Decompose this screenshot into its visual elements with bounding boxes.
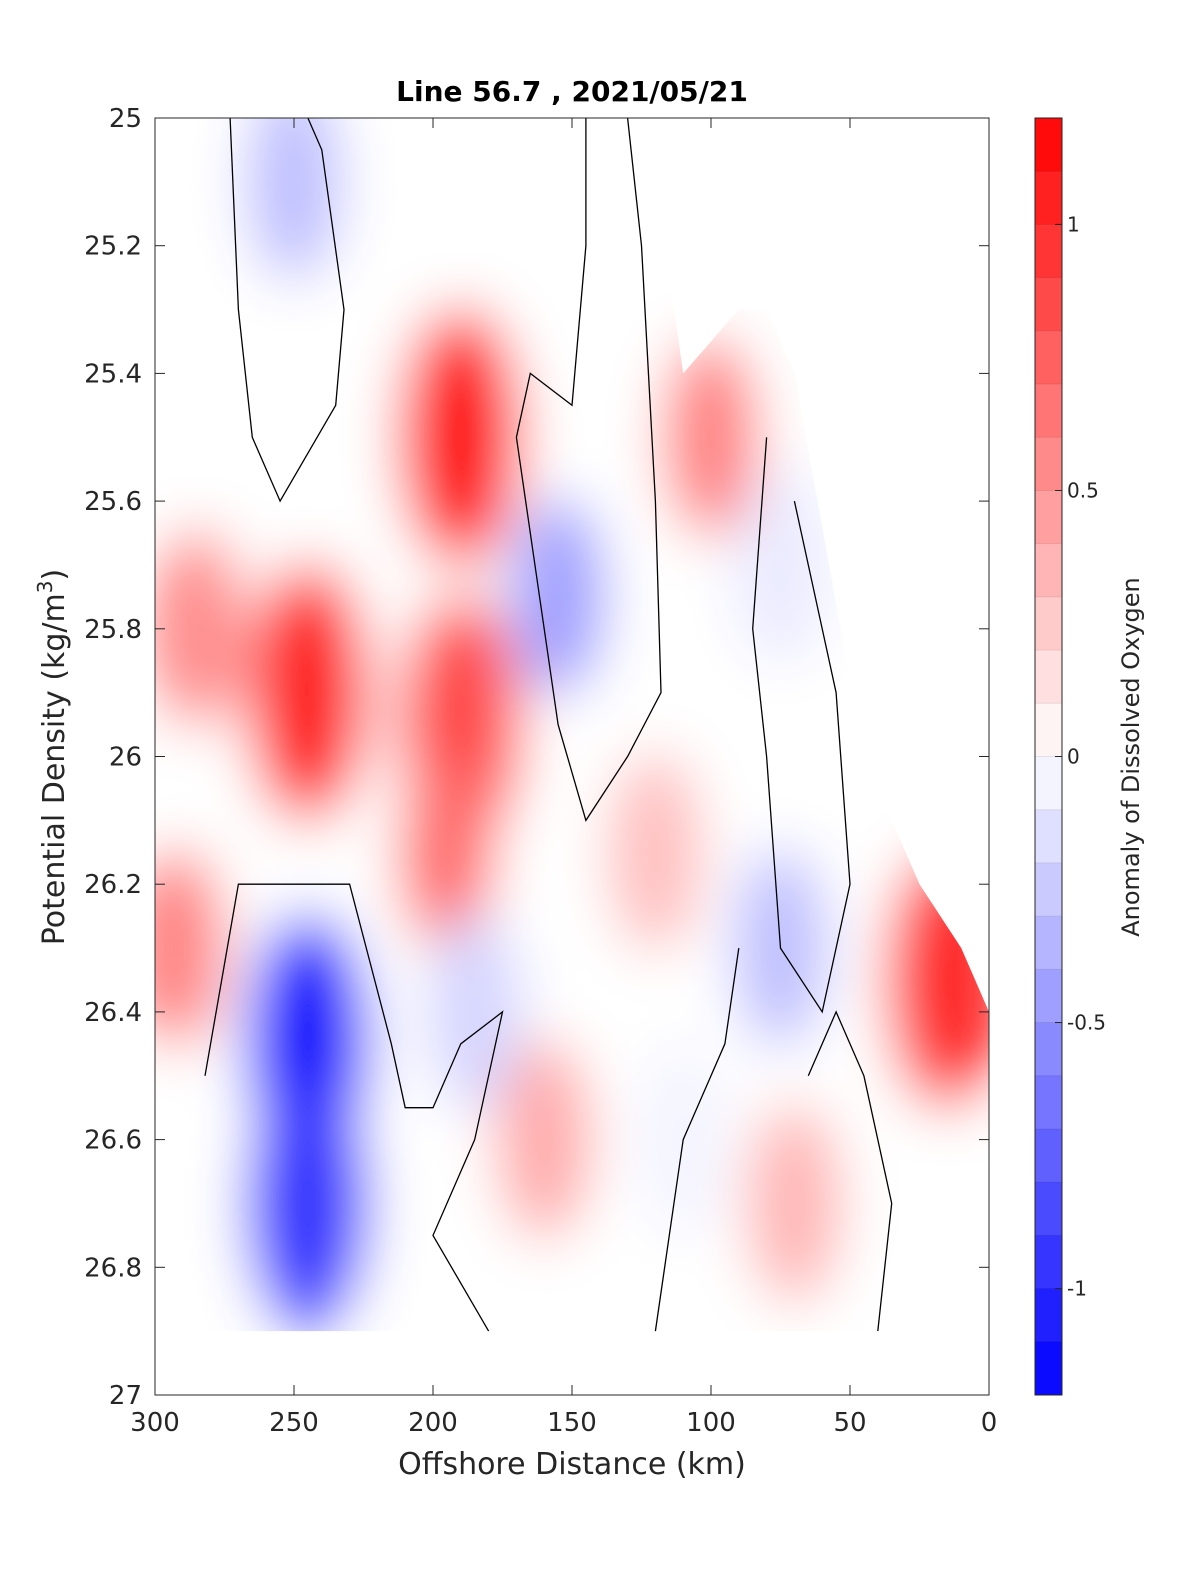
zero-contour-3 xyxy=(752,437,851,1014)
colorbar-level xyxy=(1035,1288,1062,1343)
colorbar-level xyxy=(1035,1022,1062,1077)
colorbar-level xyxy=(1035,118,1062,172)
colorbar: 1 0.5 0 -0.5 -1 xyxy=(1034,117,1106,1396)
x-tick-label: 0 xyxy=(981,1408,998,1438)
y-tick-label: 26.2 xyxy=(84,870,142,900)
y-tick-label: 25.8 xyxy=(84,615,142,645)
y-axis-label-superscript: 3 xyxy=(33,580,57,593)
anomaly-field xyxy=(155,118,989,1395)
y-axis-label: Potential Density (kg/m3) xyxy=(33,569,72,945)
colorbar-level xyxy=(1035,809,1062,864)
colorbar-level xyxy=(1035,703,1062,757)
anomaly-feature-9 xyxy=(746,1103,843,1304)
colorbar-level xyxy=(1035,224,1062,279)
colorbar-level xyxy=(1035,543,1062,598)
zero-contour-0 xyxy=(229,118,345,503)
colorbar-level xyxy=(1035,330,1062,385)
y-tick-label: 25.4 xyxy=(84,359,142,389)
y-axis-label-main: Potential Density (kg/m xyxy=(37,593,72,945)
x-tick-label: 50 xyxy=(833,1408,866,1438)
chart-title: Line 56.7 , 2021/05/21 xyxy=(396,75,748,108)
anomaly-feature-17 xyxy=(732,464,829,665)
y-tick-label: 25.6 xyxy=(84,487,142,517)
colorbar-level xyxy=(1035,756,1062,811)
colorbar-tick-label: 0 xyxy=(1067,745,1080,769)
y-tick-label: 26 xyxy=(109,743,142,773)
colorbar-level xyxy=(1035,277,1062,332)
no-data-mask-nearshore xyxy=(655,118,989,1012)
colorbar-level xyxy=(1035,969,1062,1024)
anomaly-feature-7 xyxy=(496,1039,593,1240)
x-axis: 300 250 200 150 100 50 0 xyxy=(130,118,997,1438)
anomaly-feature-12 xyxy=(510,496,607,697)
colorbar-level xyxy=(1035,384,1062,438)
colorbar-level xyxy=(1035,596,1062,651)
zero-contour-1 xyxy=(515,118,662,822)
anomaly-feature-1 xyxy=(398,307,523,568)
colorbar-level xyxy=(1035,490,1062,545)
x-tick-label: 250 xyxy=(269,1408,319,1438)
y-tick-label: 25 xyxy=(109,104,142,134)
y-tick-label: 26.8 xyxy=(84,1253,142,1283)
no-data-mask-bottom xyxy=(155,1331,989,1395)
anomaly-feature-4 xyxy=(155,848,226,1049)
x-axis-label: Offshore Distance (km) xyxy=(398,1447,746,1482)
colorbar-level xyxy=(1035,1235,1062,1290)
x-tick-label: 200 xyxy=(408,1408,458,1438)
anomaly-feature-8 xyxy=(607,752,704,953)
colorbar-tick-label: -0.5 xyxy=(1067,1011,1106,1035)
y-tick-label: 25.2 xyxy=(84,232,142,262)
anomaly-feature-6 xyxy=(663,337,759,538)
colorbar-level xyxy=(1035,1341,1062,1396)
colorbar-level xyxy=(1035,916,1062,970)
colorbar-level xyxy=(1035,1128,1062,1183)
anomaly-feature-14 xyxy=(245,1073,370,1334)
colorbar-level xyxy=(1035,437,1062,491)
x-tick-label: 100 xyxy=(686,1408,736,1438)
anomaly-feature-5 xyxy=(155,528,245,729)
x-tick-label: 150 xyxy=(547,1408,597,1438)
zero-contours xyxy=(204,118,893,1332)
y-tick-label: 26.4 xyxy=(84,998,142,1028)
anomaly-feature-3 xyxy=(398,752,495,953)
colorbar-tick-label: -1 xyxy=(1067,1277,1087,1301)
colorbar-tick-label: 1 xyxy=(1067,212,1080,236)
anomaly-feature-15 xyxy=(426,911,523,1112)
colorbar-level xyxy=(1035,650,1062,704)
y-tick-label: 27 xyxy=(109,1381,142,1411)
colorbar-tick-label: 0.5 xyxy=(1067,478,1099,502)
colorbar-level xyxy=(1035,1182,1062,1236)
anomaly-feature-11 xyxy=(246,118,342,282)
colorbar-level xyxy=(1035,171,1062,225)
zero-contour-4 xyxy=(654,948,740,1332)
anomaly-feature-0 xyxy=(245,562,370,823)
colorbar-label: Anomaly of Dissolved Oxygen xyxy=(1117,577,1145,937)
x-tick-label: 300 xyxy=(130,1408,180,1438)
colorbar-level xyxy=(1035,862,1062,917)
y-axis: 25 25.2 25.4 25.6 25.8 26 26.2 26.4 26.6 26.8 27 xyxy=(84,104,989,1411)
colorbar-level xyxy=(1035,1075,1062,1130)
y-axis-label-close: ) xyxy=(37,569,72,581)
zero-contour-2 xyxy=(204,883,504,1332)
zero-contour-5 xyxy=(807,1010,893,1332)
y-tick-label: 26.6 xyxy=(84,1126,142,1156)
